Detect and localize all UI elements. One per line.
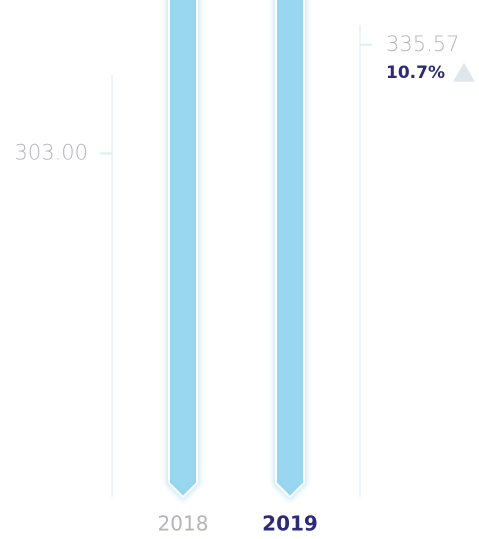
axes bbox=[109, 25, 363, 497]
x-tick-label: 2019 bbox=[262, 512, 318, 536]
total-label: 303.00 bbox=[15, 140, 88, 164]
up-icon bbox=[452, 62, 475, 82]
total-label: 335.57 bbox=[386, 32, 459, 56]
change-label: 10.7% bbox=[386, 63, 445, 83]
bar-segment bbox=[168, 0, 198, 499]
bar-segment bbox=[275, 0, 305, 499]
x-tick-label: 2018 bbox=[158, 512, 209, 536]
